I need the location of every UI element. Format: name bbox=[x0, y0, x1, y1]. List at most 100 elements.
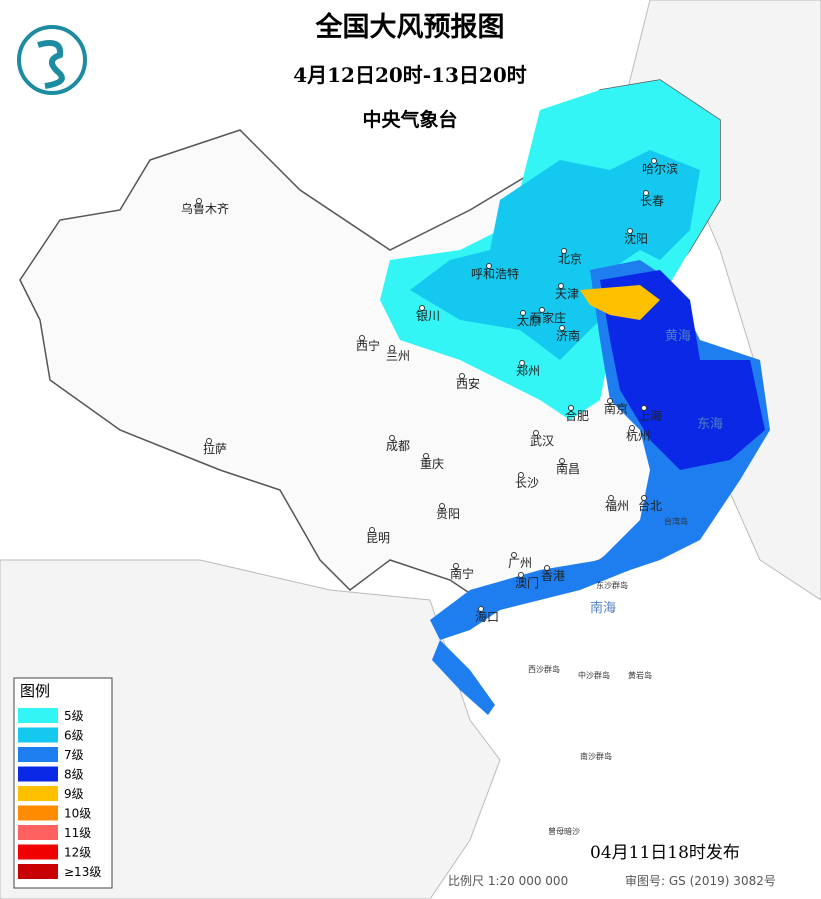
city-dot bbox=[539, 307, 545, 313]
city-dot bbox=[559, 325, 565, 331]
city-label: 澳门 bbox=[515, 575, 539, 590]
city-label: 乌鲁木齐 bbox=[181, 201, 229, 216]
neighbor-land bbox=[0, 559, 501, 899]
island-label: 南沙群岛 bbox=[580, 751, 612, 761]
city-dot bbox=[423, 453, 429, 459]
city-label: 杭州 bbox=[626, 428, 650, 443]
city-dot bbox=[544, 565, 550, 571]
sea-label: 东海 bbox=[697, 417, 723, 432]
city-label: 沈阳 bbox=[624, 231, 648, 246]
city-dot bbox=[559, 458, 565, 464]
legend-label: 7级 bbox=[64, 748, 84, 762]
city-label: 天津 bbox=[555, 287, 579, 301]
city-label: 合肥 bbox=[565, 408, 589, 423]
legend-swatch bbox=[18, 747, 58, 762]
city-label: 银川 bbox=[416, 309, 440, 323]
city-dot bbox=[641, 405, 647, 411]
logo-mark bbox=[37, 40, 65, 89]
issuer: 中央气象台 bbox=[362, 108, 457, 131]
city-label: 香港 bbox=[541, 569, 565, 583]
island-label: 西沙群岛 bbox=[528, 664, 560, 674]
legend-label: 8级 bbox=[64, 768, 84, 782]
wind-area-6 bbox=[410, 150, 700, 360]
city-dot bbox=[558, 283, 564, 289]
city-dot bbox=[561, 248, 567, 254]
city-label: 南宁 bbox=[450, 566, 474, 581]
city-dot bbox=[439, 503, 445, 509]
city-dot bbox=[206, 438, 212, 444]
legend-swatch bbox=[18, 766, 58, 782]
city-label: 上海 bbox=[638, 408, 662, 423]
city-dot bbox=[478, 606, 484, 612]
city-dot bbox=[518, 572, 524, 578]
city-dot bbox=[486, 263, 492, 269]
issued: 04月11日18时发布 bbox=[590, 843, 740, 863]
city-label: 海口 bbox=[475, 609, 499, 624]
city-dot bbox=[651, 158, 657, 164]
island-label: 中沙群岛 bbox=[578, 670, 610, 680]
city-label: 太原 bbox=[517, 313, 541, 328]
city-dot bbox=[359, 335, 365, 341]
city-dot bbox=[641, 495, 647, 501]
title: 全国大风预报图 bbox=[315, 11, 505, 43]
wind-area-8 bbox=[600, 270, 765, 470]
city-dot bbox=[459, 373, 465, 379]
legend-title: 图例 bbox=[20, 682, 50, 700]
city-label: 西安 bbox=[456, 376, 480, 391]
city-dot bbox=[518, 472, 524, 478]
city-dot bbox=[643, 190, 649, 196]
city-dot bbox=[533, 430, 539, 436]
city-dot bbox=[568, 405, 574, 411]
city-dot bbox=[419, 305, 425, 311]
wind-area-7 bbox=[432, 640, 495, 715]
legend-swatch bbox=[18, 825, 58, 840]
legend-label: 11级 bbox=[64, 826, 91, 840]
city-label: 南昌 bbox=[556, 461, 580, 476]
island-label: 东沙群岛 bbox=[596, 580, 628, 590]
city-label: 兰州 bbox=[386, 349, 410, 363]
legend-label: 10级 bbox=[64, 807, 91, 821]
city-label: 济南 bbox=[556, 328, 580, 343]
wind-area-9 bbox=[580, 285, 660, 320]
city-dot bbox=[627, 228, 633, 234]
sea-label: 黄海 bbox=[665, 329, 691, 344]
legend-label: ≥13级 bbox=[64, 865, 101, 879]
legend-swatch bbox=[18, 727, 58, 743]
island-label: 黄岩岛 bbox=[628, 670, 652, 680]
period: 4月12日20时-13日20时 bbox=[293, 63, 527, 87]
legend-swatch bbox=[18, 864, 58, 879]
city-label: 台北 bbox=[638, 498, 662, 513]
city-label: 重庆 bbox=[420, 457, 444, 471]
city-label: 福州 bbox=[605, 498, 629, 513]
city-label: 成都 bbox=[386, 439, 410, 453]
island-label: 台湾岛 bbox=[664, 516, 688, 526]
scale: 比例尺 1:20 000 000 bbox=[448, 874, 568, 888]
city-dot bbox=[629, 425, 635, 431]
city-label: 哈尔滨 bbox=[642, 161, 678, 176]
city-dot bbox=[519, 360, 525, 366]
city-dot bbox=[389, 435, 395, 441]
city-dot bbox=[369, 527, 375, 533]
legend-label: 6级 bbox=[64, 729, 84, 743]
legend-swatch bbox=[18, 844, 58, 860]
city-dot bbox=[196, 198, 202, 204]
city-dot bbox=[453, 563, 459, 569]
approval: 审图号: GS (2019) 3082号 bbox=[625, 873, 776, 888]
city-dot bbox=[608, 495, 614, 501]
city-label: 长春 bbox=[640, 194, 664, 208]
city-dot bbox=[520, 310, 526, 316]
city-label: 郑州 bbox=[516, 363, 540, 378]
legend-label: 9级 bbox=[64, 787, 84, 801]
city-label: 南京 bbox=[604, 401, 628, 416]
city-dot bbox=[389, 345, 395, 351]
city-label: 武汉 bbox=[530, 434, 554, 448]
city-label: 北京 bbox=[558, 252, 582, 266]
legend-label: 12级 bbox=[64, 846, 91, 860]
city-label: 西宁 bbox=[356, 338, 380, 353]
city-label: 石家庄 bbox=[530, 310, 566, 325]
city-label: 呼和浩特 bbox=[471, 266, 519, 281]
legend-swatch bbox=[18, 805, 58, 821]
city-label: 贵阳 bbox=[436, 507, 460, 521]
city-label: 长沙 bbox=[515, 476, 539, 490]
